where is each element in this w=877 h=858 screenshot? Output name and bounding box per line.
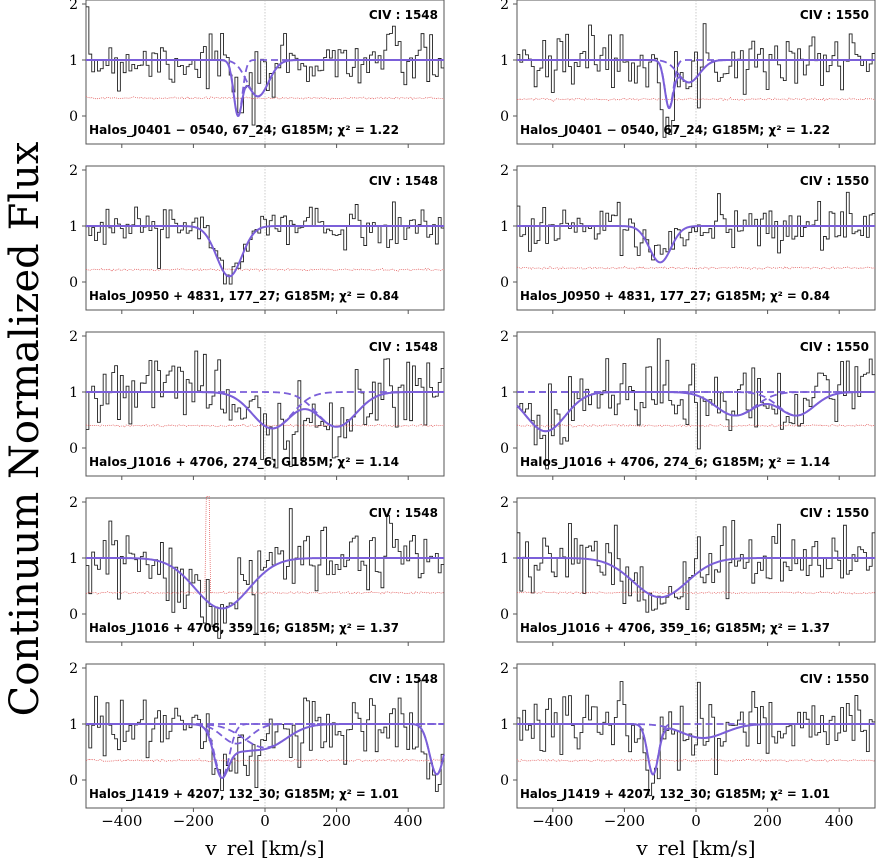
sightline-label: Halos_J1016 + 4706, 274_6; G185M; χ² = 1… [520,455,830,470]
spectrum-panel: 0 1 2 CIV : 1548 Halos_J1016 + 4706, 359_16;… [69,495,445,646]
spectrum-panel: 0 1 2 CIV : 1550 Halos_J0401 − 0540, 67_24; … [500,0,876,148]
y-tick-label: 2 [69,329,78,345]
spectrum-panel: 0 1 2 −400 −200 0 200 400 CIV : 1550 Halos_J1419 … [500,661,876,830]
ion-line-label: CIV : 1548 [369,672,438,686]
total-model-line [86,59,444,117]
total-model-line [86,557,444,610]
total-model-line [516,391,876,433]
x-tick-label: −400 [532,812,573,830]
total-model-line [517,225,875,264]
y-tick-label: 2 [500,495,509,511]
error-line [516,423,876,428]
error-line [85,758,445,763]
x-tick-label: 0 [691,812,701,830]
total-model-line [86,225,444,278]
y-tick-label: 1 [500,219,509,235]
total-model-line [517,557,875,599]
y-tick-label: 0 [500,441,509,457]
x-tick-label: −400 [101,812,142,830]
total-model-line [517,59,875,110]
spectrum-panel: 0 1 2 CIV : 1548 Halos_J0401 − 0540, 67_24; … [69,0,445,148]
error-line [516,265,876,270]
y-tick-label: 2 [500,163,509,179]
spectrum-panel: 0 1 2 −400 −200 0 200 400 CIV : 1548 Halos_J1419 … [69,661,445,830]
spectrum-panel: 0 1 2 CIV : 1550 Halos_J1016 + 4706, 274_6; … [500,329,876,480]
error-line [85,95,445,100]
spectrum-panel: 0 1 2 CIV : 1548 Halos_J1016 + 4706, 274_6; … [69,329,445,480]
y-tick-label: 0 [69,773,78,789]
y-tick-label: 2 [69,0,78,13]
y-tick-label: 1 [500,551,509,567]
flux-data-line [517,23,875,138]
y-tick-label: 0 [69,275,78,291]
sightline-label: Halos_J0950 + 4831, 177_27; G185M; χ² = … [89,289,399,304]
y-tick-label: 0 [69,607,78,623]
spectrum-panel: 0 1 2 CIV : 1548 Halos_J0950 + 4831, 177_27;… [69,163,445,314]
x-axis-label: v_rel [km/s] [204,836,324,858]
y-tick-label: 2 [69,495,78,511]
sightline-label: Halos_J1016 + 4706, 359_16; G185M; χ² = … [89,621,399,636]
ion-line-label: CIV : 1550 [800,506,869,520]
x-tick-label: 400 [394,812,423,830]
y-axis-label: Continuum Normalized Flux [2,141,48,716]
ion-line-label: CIV : 1548 [369,174,438,188]
y-tick-label: 2 [69,661,78,677]
sightline-label: Halos_J1016 + 4706, 274_6; G185M; χ² = 1… [89,455,399,470]
flux-data-line [517,520,875,613]
ion-line-label: CIV : 1550 [800,340,869,354]
total-model-line [517,723,875,776]
error-line [85,496,445,596]
ion-line-label: CIV : 1550 [800,8,869,22]
y-tick-label: 2 [500,329,509,345]
y-tick-label: 1 [500,385,509,401]
flux-data-line [517,681,875,797]
total-model-line [86,391,444,430]
y-tick-label: 2 [500,0,509,13]
y-tick-label: 1 [69,551,78,567]
ion-line-label: CIV : 1548 [369,506,438,520]
y-tick-label: 0 [500,607,509,623]
y-tick-label: 1 [500,717,509,733]
y-tick-label: 1 [69,53,78,69]
y-tick-label: 0 [69,109,78,125]
flux-data-line [86,350,444,469]
x-tick-label: −200 [173,812,214,830]
y-tick-label: 0 [500,275,509,291]
component-model-line [517,391,876,417]
y-tick-label: 1 [69,219,78,235]
y-tick-label: 0 [500,773,509,789]
ion-line-label: CIV : 1548 [369,340,438,354]
y-tick-label: 0 [69,441,78,457]
y-tick-label: 2 [69,163,78,179]
sightline-label: Halos_J0401 − 0540, 67_24; G185M; χ² = 1… [520,123,830,138]
spectrum-panel: 0 1 2 CIV : 1550 Halos_J1016 + 4706, 359_16;… [500,495,876,646]
y-tick-label: 1 [69,717,78,733]
sightline-label: Halos_J0401 − 0540, 67_24; G185M; χ² = 1… [89,123,399,138]
x-tick-label: 400 [825,812,854,830]
total-model-line [86,723,445,779]
y-tick-label: 1 [500,53,509,69]
flux-data-line [86,679,444,792]
y-tick-label: 0 [500,109,509,125]
x-tick-label: −200 [604,812,645,830]
x-tick-label: 200 [753,812,782,830]
x-tick-label: 200 [322,812,351,830]
sightline-label: Halos_J1419 + 4207, 132_30; G185M; χ² = … [89,787,399,802]
x-axis-label: v_rel [km/s] [635,836,755,858]
sightline-label: Halos_J1419 + 4207, 132_30; G185M; χ² = … [520,787,830,802]
ion-line-label: CIV : 1550 [800,174,869,188]
error-line [516,591,876,595]
y-tick-label: 1 [69,385,78,401]
ion-line-label: CIV : 1548 [369,8,438,22]
spectrum-panel: 0 1 2 CIV : 1550 Halos_J0950 + 4831, 177_27;… [500,163,876,314]
x-tick-label: 0 [260,812,270,830]
sightline-label: Halos_J0950 + 4831, 177_27; G185M; χ² = … [520,289,830,304]
y-tick-label: 2 [500,661,509,677]
sightline-label: Halos_J1016 + 4706, 359_16; G185M; χ² = … [520,621,830,636]
ion-line-label: CIV : 1550 [800,672,869,686]
error-line [85,267,445,273]
